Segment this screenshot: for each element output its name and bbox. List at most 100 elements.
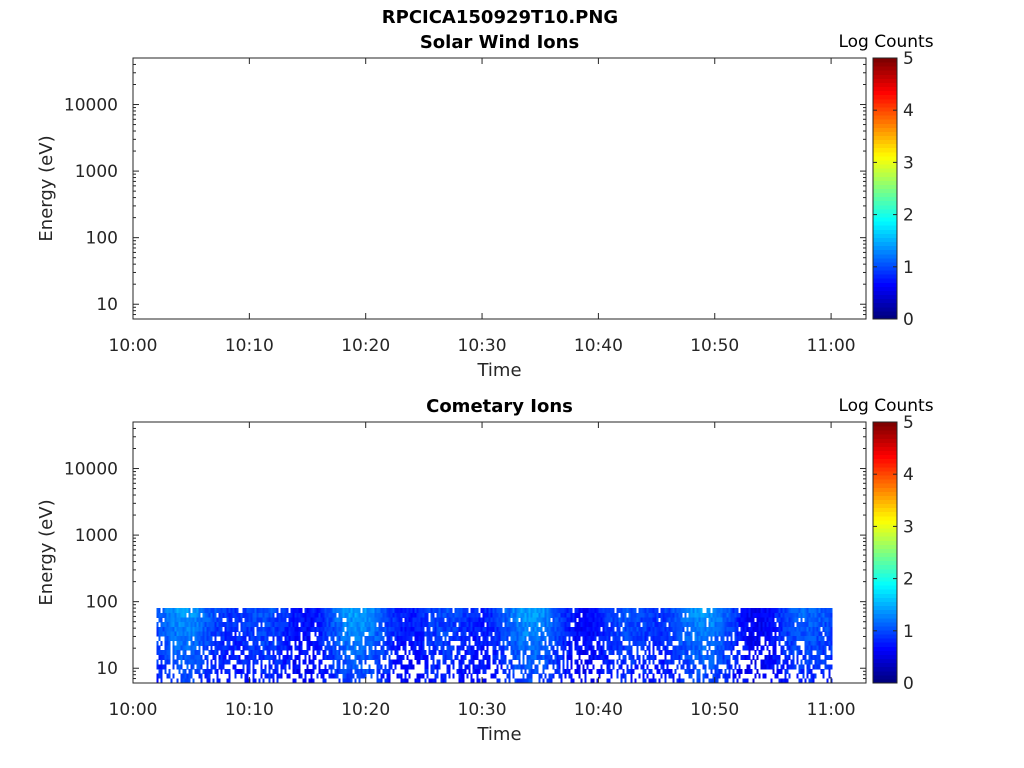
heatmap-cell — [786, 636, 789, 642]
heatmap-cell — [658, 626, 661, 632]
heatmap-cell — [504, 645, 507, 651]
heatmap-cell — [172, 617, 175, 623]
heatmap-cell — [598, 654, 601, 660]
heatmap-cell — [344, 612, 347, 618]
heatmap-cell — [374, 640, 377, 646]
heatmap-cell — [376, 678, 379, 684]
heatmap-cell — [688, 617, 691, 623]
heatmap-cell — [576, 608, 579, 614]
heatmap-cell — [568, 673, 571, 679]
heatmap-cell — [702, 636, 705, 642]
heatmap-cell — [226, 608, 229, 614]
colorbar-swatch — [873, 70, 897, 75]
heatmap-cell — [766, 622, 769, 628]
colorbar-swatch — [873, 78, 897, 83]
heatmap-cell — [810, 659, 813, 665]
heatmap-cell — [666, 664, 669, 670]
heatmap-cell — [552, 612, 555, 618]
heatmap-cell — [788, 612, 791, 618]
heatmap-cell — [436, 645, 439, 651]
heatmap-cell — [252, 673, 255, 679]
heatmap-cell — [540, 612, 543, 618]
heatmap-cell — [660, 608, 663, 614]
heatmap-cell — [200, 626, 203, 632]
heatmap-cell — [682, 622, 685, 628]
heatmap-cell — [174, 636, 177, 642]
heatmap-cell — [268, 612, 271, 618]
heatmap-cell — [808, 617, 811, 623]
heatmap-cell — [438, 608, 441, 614]
heatmap-cell — [528, 622, 531, 628]
heatmap-cell — [240, 636, 243, 642]
heatmap-cell — [568, 640, 571, 646]
heatmap-cell — [324, 678, 327, 684]
heatmap-cell — [482, 617, 485, 623]
heatmap-cell — [658, 636, 661, 642]
heatmap-cell — [748, 626, 751, 632]
heatmap-cell — [792, 608, 795, 614]
heatmap-cell — [338, 626, 341, 632]
heatmap-cell — [424, 654, 427, 660]
heatmap-cell — [672, 645, 675, 651]
heatmap-cell — [578, 664, 581, 670]
heatmap-cell — [718, 622, 721, 628]
heatmap-cell — [246, 678, 249, 684]
heatmap-cell — [646, 654, 649, 660]
heatmap-cell — [182, 608, 185, 614]
heatmap-cell — [642, 631, 645, 637]
heatmap-cell — [780, 664, 783, 670]
heatmap-cell — [800, 664, 803, 670]
heatmap-cell — [364, 622, 367, 628]
heatmap-cell — [492, 612, 495, 618]
heatmap-cell — [158, 669, 161, 674]
heatmap-cell — [190, 673, 193, 679]
heatmap-cell — [510, 622, 513, 628]
heatmap-cell — [450, 608, 453, 614]
heatmap-cell — [600, 622, 603, 628]
heatmap-cell — [614, 645, 617, 651]
heatmap-cell — [758, 631, 761, 637]
heatmap-cell — [462, 673, 465, 679]
heatmap-cell — [682, 626, 685, 632]
heatmap-cell — [160, 669, 163, 674]
heatmap-cell — [190, 626, 193, 632]
heatmap-cell — [338, 659, 341, 665]
heatmap-cell — [754, 664, 757, 670]
heatmap-cell — [362, 669, 365, 674]
heatmap-cell — [254, 669, 257, 674]
heatmap-cell — [338, 636, 341, 642]
heatmap-cell — [814, 636, 817, 642]
heatmap-cell — [338, 612, 341, 618]
heatmap-cell — [316, 640, 319, 646]
heatmap-cell — [326, 636, 329, 642]
colorbar-swatch — [873, 601, 897, 607]
heatmap-cell — [346, 608, 349, 614]
heatmap-cell — [214, 664, 217, 670]
heatmap-cell — [194, 626, 197, 632]
heatmap-cell — [632, 612, 635, 618]
heatmap-cell — [486, 650, 489, 656]
heatmap-cell — [684, 622, 687, 628]
heatmap-cell — [806, 608, 809, 614]
heatmap-cell — [646, 617, 649, 623]
heatmap-cell — [736, 631, 739, 637]
heatmap-cell — [156, 626, 159, 632]
heatmap-cell — [424, 678, 427, 684]
heatmap-cell — [274, 626, 277, 632]
heatmap-cell — [206, 640, 209, 646]
heatmap-cell — [190, 650, 193, 656]
heatmap-cell — [710, 678, 713, 684]
heatmap-cell — [562, 631, 565, 637]
heatmap-cell — [596, 645, 599, 651]
heatmap-cell — [710, 612, 713, 618]
heatmap-cell — [298, 636, 301, 642]
heatmap-cell — [828, 645, 831, 651]
heatmap-cell — [396, 612, 399, 618]
heatmap-cell — [470, 617, 473, 623]
heatmap-cell — [214, 669, 217, 674]
heatmap-cell — [240, 617, 243, 623]
heatmap-cell — [830, 654, 833, 660]
heatmap-cell — [634, 659, 637, 665]
heatmap-cell — [472, 678, 475, 684]
heatmap-cell — [364, 636, 367, 642]
